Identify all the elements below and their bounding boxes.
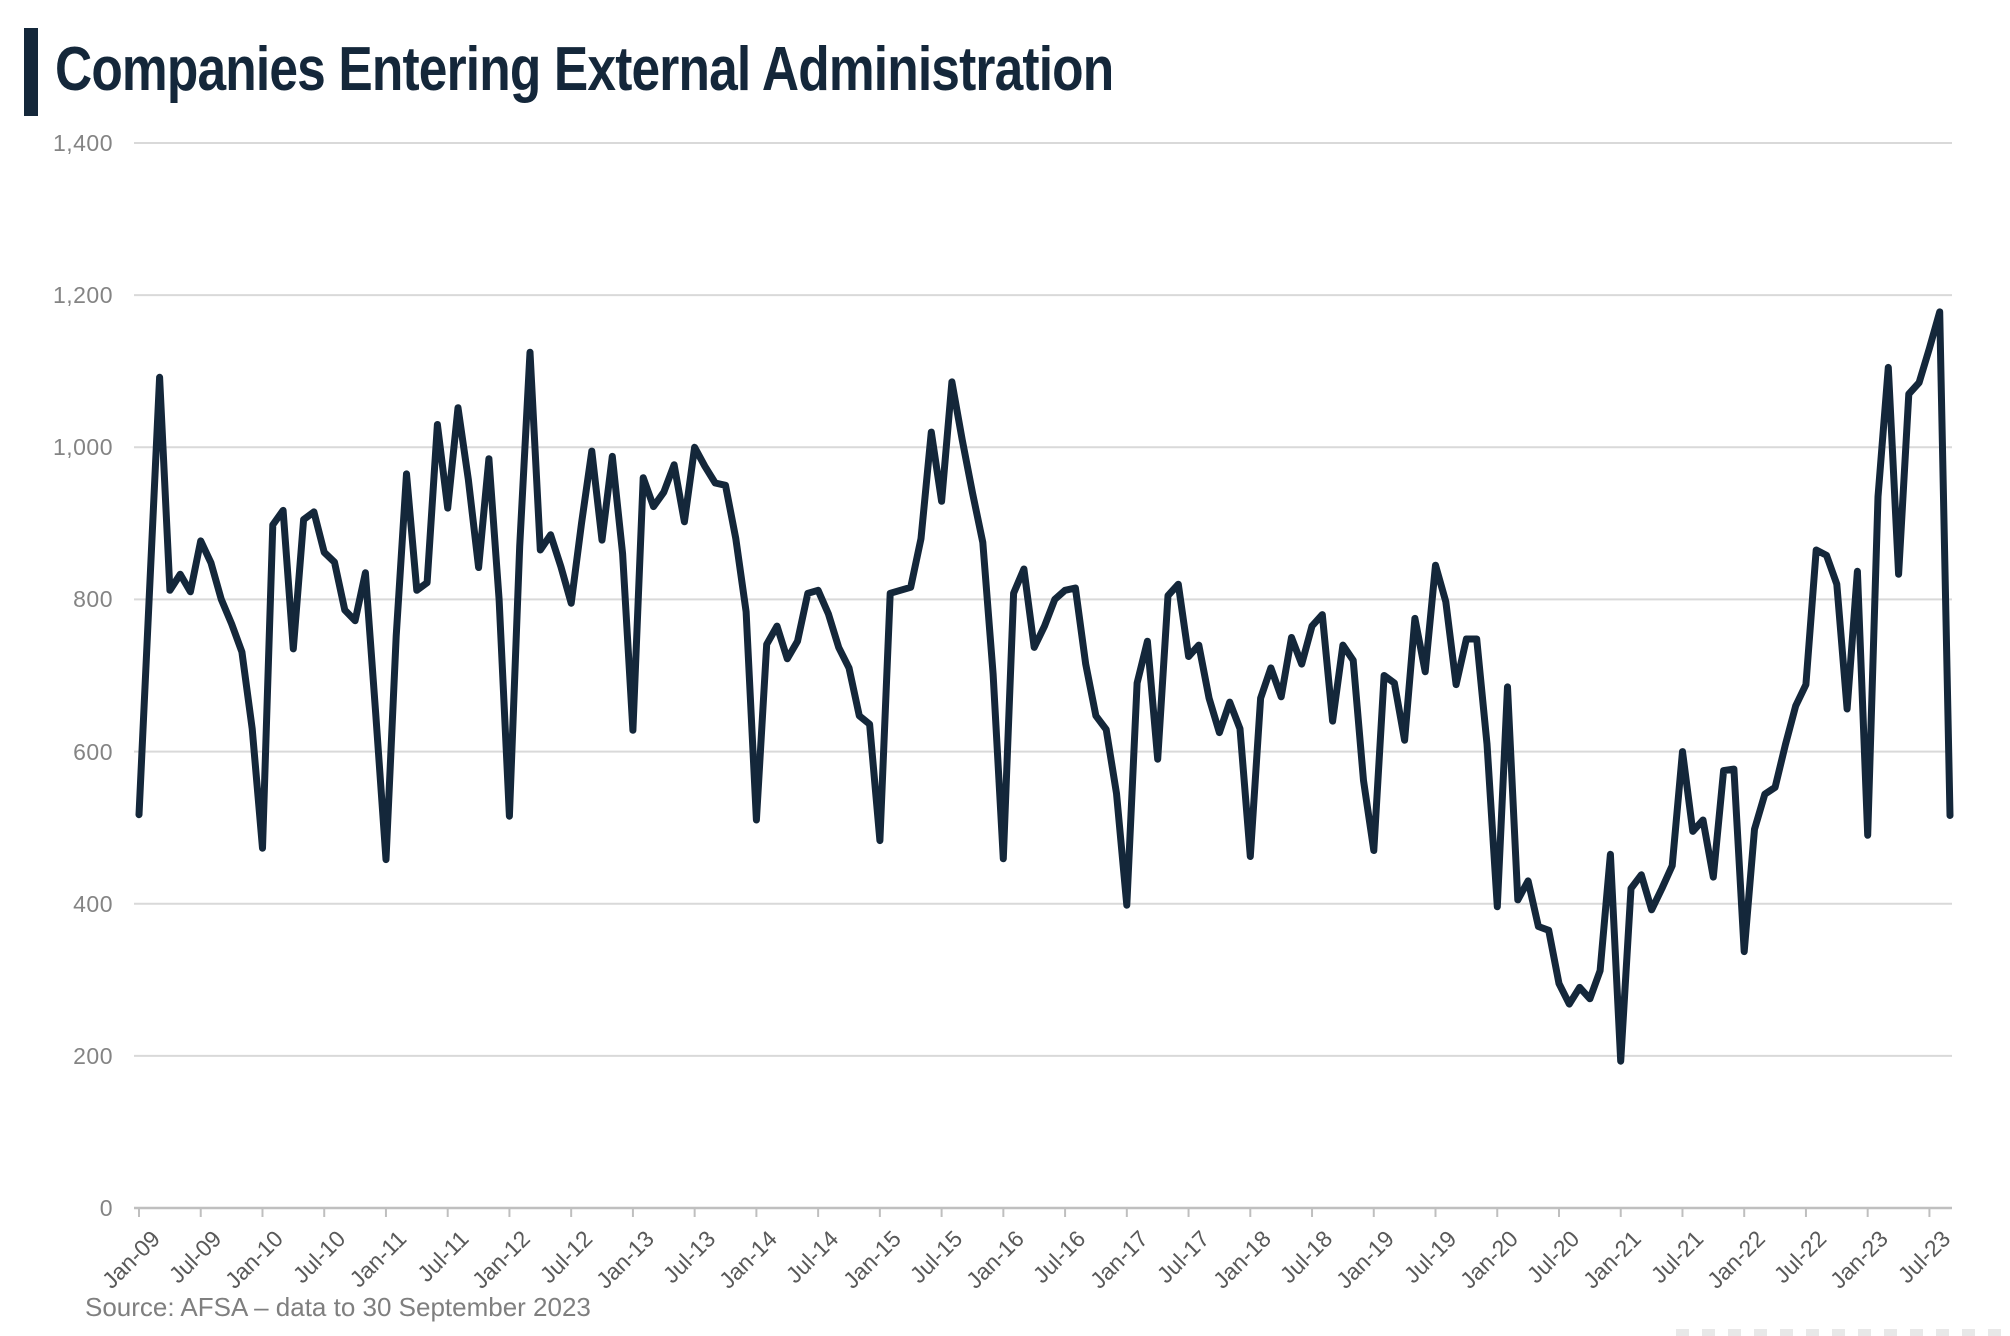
gridlines	[134, 142, 1952, 1209]
dotted-border-decoration	[1676, 1329, 2010, 1336]
y-axis-tick-label: 800	[73, 586, 113, 613]
title-accent-bar	[24, 28, 38, 116]
series-line	[135, 308, 1954, 1065]
y-axis-tick-label: 400	[73, 890, 113, 917]
y-axis-tick-label: 1,400	[52, 130, 113, 156]
y-axis-tick-label: 1,000	[52, 434, 113, 461]
y-axis-tick-label: 200	[73, 1042, 113, 1069]
y-axis-tick-label: 1,200	[52, 282, 113, 309]
y-axis-tick-label: 600	[73, 738, 113, 765]
page-title: Companies Entering External Administrati…	[55, 35, 1114, 104]
y-axis-tick-label: 0	[99, 1195, 113, 1221]
source-note: Source: AFSA – data to 30 September 2023	[85, 1292, 591, 1322]
x-axis	[134, 1206, 1952, 1217]
